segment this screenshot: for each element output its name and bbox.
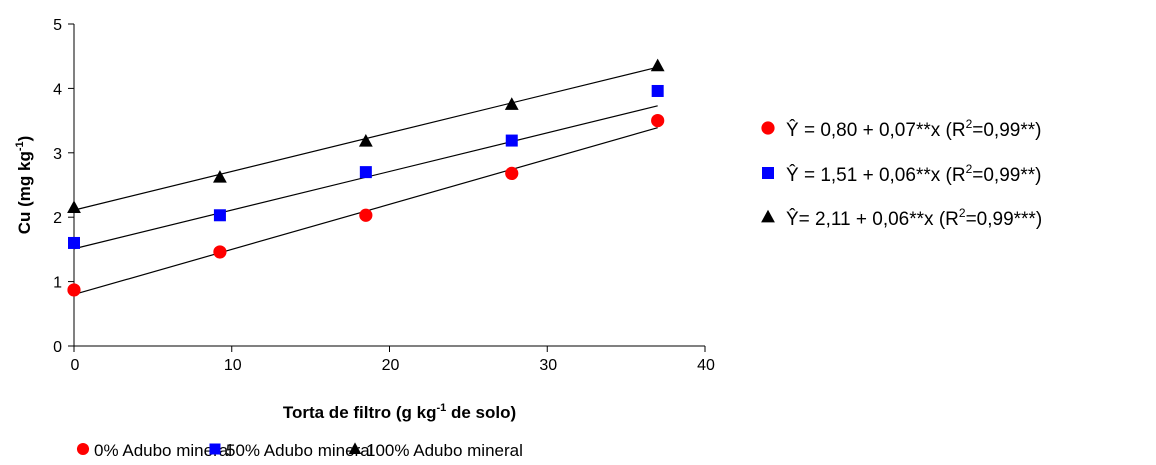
legend-marker: [348, 442, 362, 454]
x-tick-label: 0: [71, 357, 80, 374]
x-tick-label: 10: [224, 357, 242, 374]
y-tick-label: 5: [53, 17, 62, 34]
y-tick-label: 4: [53, 81, 62, 98]
legend-marker: [76, 442, 90, 456]
fit-lines: [73, 66, 658, 296]
y-axis-label: Cu (mg kg-1): [14, 136, 34, 235]
y-axis-title: Cu (mg kg-1): [14, 136, 34, 235]
y-tick-label: 3: [53, 146, 62, 163]
x-tick-label: 20: [382, 357, 400, 374]
y-tick-label: 1: [53, 275, 62, 292]
y-tick-label: 2: [53, 210, 62, 227]
data-point: [213, 245, 227, 259]
data-point: [213, 170, 227, 183]
data-point: [651, 114, 665, 128]
legend-marker: [209, 443, 221, 455]
data-point: [359, 166, 372, 179]
data-point: [651, 84, 664, 97]
equation-label: Ŷ = 0,80 + 0,07**x (R2=0,99**): [786, 117, 1041, 141]
equation-legend: Ŷ = 0,80 + 0,07**x (R2=0,99**) Ŷ = 1,51 +…: [761, 117, 1042, 230]
data-point: [504, 97, 519, 110]
data-point: [650, 58, 665, 72]
data-point: [505, 134, 518, 147]
data-point: [358, 134, 373, 147]
equation-marker: [761, 209, 775, 223]
axes: 0 1 2 3 4 5 0 10 20 30 40: [53, 17, 715, 374]
equation-marker: [761, 121, 775, 135]
data-point: [68, 236, 80, 249]
equation-label: Ŷ= 2,11 + 0,06**x (R2=0,99***): [786, 206, 1042, 230]
legend-label: 0% Adubo mineral: [94, 441, 232, 460]
x-axis-label: Torta de filtro (g kg-1 de solo): [283, 402, 516, 422]
data-point: [213, 209, 226, 222]
equation-marker: [762, 167, 774, 179]
legend-label: 100% Adubo mineral: [366, 441, 523, 460]
x-tick-label: 40: [697, 357, 715, 374]
data-markers: [67, 58, 665, 297]
data-point: [67, 283, 81, 297]
legend-label: 50% Adubo mineral: [226, 441, 373, 460]
data-point: [359, 208, 373, 222]
data-point: [505, 166, 519, 181]
x-axis-title: Torta de filtro (g kg-1 de solo): [283, 402, 516, 422]
y-tick-label: 0: [53, 339, 62, 356]
equation-label: Ŷ = 1,51 + 0,06**x (R2=0,99**): [786, 162, 1041, 186]
x-tick-label: 30: [539, 357, 557, 374]
data-point: [67, 200, 81, 213]
